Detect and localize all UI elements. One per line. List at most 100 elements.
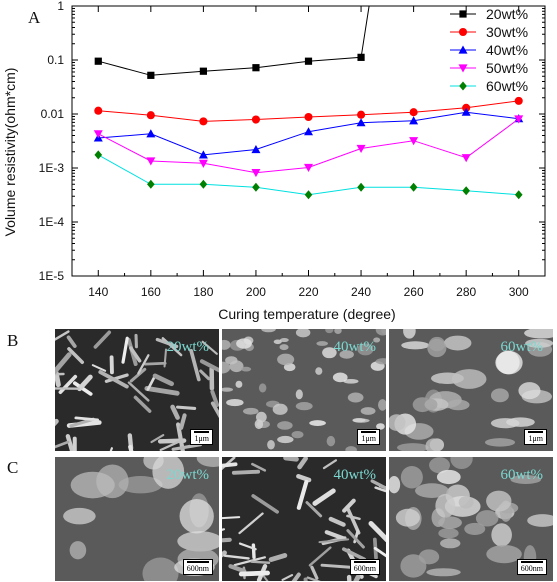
legend-entry: 60wt% bbox=[450, 78, 528, 94]
legend-entry: 20wt% bbox=[450, 6, 528, 22]
series-40wtpct bbox=[93, 107, 524, 159]
data-point bbox=[461, 107, 471, 116]
x-tick-label: 260 bbox=[404, 285, 424, 299]
series-20wtpct bbox=[94, 5, 370, 79]
panel-label-a: A bbox=[28, 8, 41, 27]
scale-bar: 600nm bbox=[349, 559, 380, 575]
legend-entry: 50wt% bbox=[450, 60, 528, 76]
y-axis-title: Volume resistivity(ohm*cm) bbox=[2, 68, 18, 237]
series-30wtpct bbox=[94, 96, 523, 126]
legend-label: 40wt% bbox=[486, 42, 528, 58]
data-point bbox=[199, 67, 207, 75]
panel-label-c: C bbox=[7, 458, 19, 477]
data-point bbox=[514, 115, 524, 124]
y-tick-label: 0.1 bbox=[47, 53, 64, 67]
resistivity-chart: 1E-5 1E-4 1E-3 0.01 0.1 1 140 160 180 200 220 240 26… bbox=[2, 0, 546, 322]
data-point bbox=[514, 96, 523, 105]
data-point bbox=[462, 186, 470, 196]
scale-bar: 1μm bbox=[357, 429, 380, 445]
scale-bar: 1μm bbox=[190, 429, 213, 445]
x-tick-label: 300 bbox=[509, 285, 529, 299]
data-point bbox=[304, 127, 313, 136]
y-tick-label: 1 bbox=[57, 0, 64, 13]
data-point bbox=[93, 130, 103, 139]
data-point bbox=[461, 154, 471, 163]
data-point bbox=[304, 163, 313, 173]
sem-image-c-40wt: 40wt% 600nm bbox=[221, 456, 387, 582]
data-point bbox=[147, 179, 155, 189]
legend-label: 30wt% bbox=[486, 24, 528, 40]
series-line bbox=[98, 154, 519, 196]
sem-label: 20wt% bbox=[166, 467, 210, 483]
x-tick-label: 140 bbox=[88, 285, 108, 299]
series-line bbox=[98, 5, 370, 76]
data-point bbox=[198, 159, 208, 168]
legend-entry: 30wt% bbox=[450, 24, 528, 40]
data-point bbox=[146, 157, 156, 166]
data-point bbox=[146, 129, 156, 138]
data-point bbox=[409, 108, 418, 117]
x-tick-label: 180 bbox=[193, 285, 213, 299]
sem-label: 40wt% bbox=[333, 467, 377, 483]
data-point bbox=[459, 81, 467, 91]
data-point bbox=[251, 115, 260, 124]
sem-image-c-20wt: 20wt% 600nm bbox=[54, 456, 220, 582]
data-point bbox=[458, 27, 468, 37]
sem-label: 60wt% bbox=[500, 339, 544, 355]
data-point bbox=[252, 182, 260, 192]
panel-label-b: B bbox=[7, 331, 19, 350]
data-point bbox=[356, 144, 366, 153]
data-point bbox=[251, 145, 261, 154]
x-tick-label: 280 bbox=[456, 285, 476, 299]
data-point bbox=[94, 106, 103, 115]
data-point bbox=[459, 10, 467, 18]
data-point bbox=[357, 182, 365, 192]
data-point bbox=[147, 71, 155, 79]
data-point bbox=[514, 190, 523, 200]
data-point bbox=[409, 137, 419, 146]
legend-label: 50wt% bbox=[486, 60, 528, 76]
scale-bar: 600nm bbox=[516, 559, 547, 575]
legend-entry: 40wt% bbox=[450, 42, 528, 58]
sem-image-c-60wt: 60wt% 600nm bbox=[388, 456, 554, 582]
data-point bbox=[409, 116, 419, 125]
sem-label: 60wt% bbox=[500, 467, 544, 483]
plot-frame bbox=[71, 5, 546, 277]
data-point bbox=[198, 150, 208, 159]
legend-label: 60wt% bbox=[486, 78, 528, 94]
sem-image-b-40wt: 40wt% 1μm bbox=[221, 328, 387, 452]
y-tick-label: 1E-5 bbox=[39, 269, 65, 283]
y-tick-label: 1E-4 bbox=[39, 215, 65, 229]
data-point bbox=[356, 118, 366, 127]
data-point bbox=[146, 111, 155, 120]
data-point bbox=[94, 57, 102, 65]
data-point bbox=[357, 53, 365, 61]
data-point bbox=[458, 64, 468, 73]
x-tick-label: 160 bbox=[141, 285, 161, 299]
data-point bbox=[458, 45, 468, 54]
legend-label: 20wt% bbox=[486, 6, 528, 22]
data-point bbox=[199, 117, 208, 126]
series-60wtpct bbox=[94, 150, 523, 200]
x-tick-label: 200 bbox=[246, 285, 266, 299]
data-point bbox=[304, 112, 313, 122]
x-axis-title: Curing temperature (degree) bbox=[218, 306, 395, 322]
sem-label: 20wt% bbox=[166, 339, 210, 355]
data-point bbox=[251, 169, 261, 178]
series-50wtpct bbox=[93, 115, 524, 178]
data-point bbox=[357, 110, 366, 119]
y-tick-label: 0.01 bbox=[41, 107, 65, 121]
sem-image-b-20wt: 20wt% 1μm bbox=[54, 328, 220, 452]
y-tick-label: 1E-3 bbox=[39, 161, 65, 175]
data-point bbox=[304, 57, 313, 65]
data-point bbox=[252, 64, 260, 72]
data-point bbox=[94, 150, 103, 160]
sem-image-b-60wt: 60wt% 1μm bbox=[388, 328, 554, 452]
data-point bbox=[304, 190, 313, 200]
sem-label: 40wt% bbox=[333, 339, 377, 355]
x-tick-label: 240 bbox=[351, 285, 371, 299]
scale-bar: 1μm bbox=[524, 429, 547, 445]
data-point bbox=[409, 182, 418, 192]
scale-bar: 600nm bbox=[182, 559, 213, 575]
x-tick-label: 220 bbox=[298, 285, 318, 299]
